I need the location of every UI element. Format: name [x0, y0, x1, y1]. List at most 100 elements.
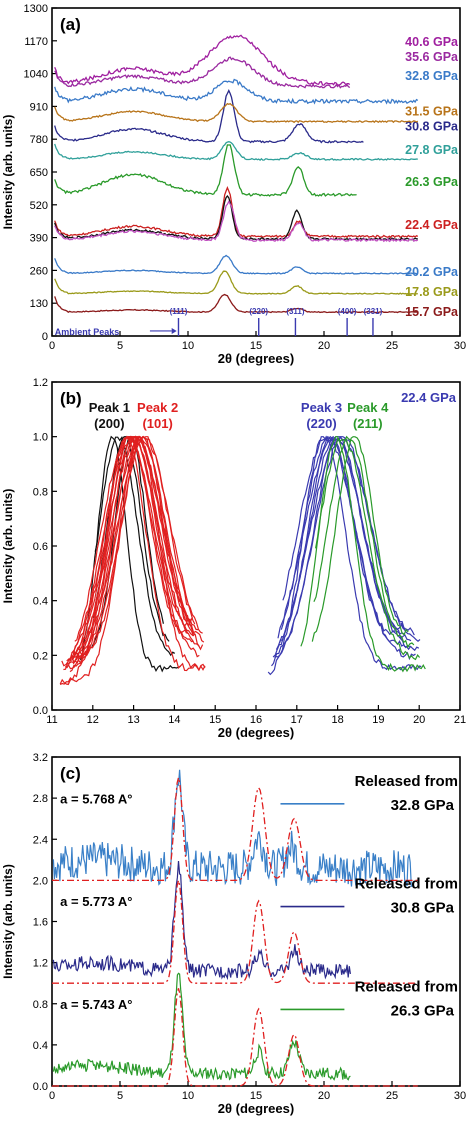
series-line: [54, 144, 357, 197]
y-tick-label: 390: [30, 233, 48, 245]
peak-name-label: Peak 2: [137, 400, 178, 415]
x-tick-label: 20: [413, 714, 425, 726]
y-tick-label: 0.2: [33, 650, 48, 662]
ambient-peak-label: (220): [249, 307, 268, 316]
panel-c: 0 5 10 15 20 25 30 0.0 0.4 0.8 1.2 1.6 2.0 2.4 2.8 3.2 2…: [1, 752, 466, 1116]
y-tick-label: 0: [42, 331, 48, 343]
y-axis-label: Intensity (arb. units): [1, 115, 15, 230]
x-tick-label: 15: [250, 340, 262, 352]
series-line: [52, 972, 351, 1081]
series-line: [54, 56, 351, 89]
x-tick-label: 17: [291, 714, 303, 726]
lattice-label: a = 5.768 A°: [60, 791, 132, 806]
y-tick-label: 260: [30, 265, 48, 277]
peak-profile-line: [311, 436, 409, 642]
y-tick-label: 910: [30, 101, 48, 113]
x-tick-label: 13: [127, 714, 139, 726]
x-tick-label: 11: [46, 714, 57, 726]
lattice-label: a = 5.773 A°: [60, 894, 132, 909]
y-tick-label: 0.8: [33, 999, 48, 1011]
x-tick-label: 5: [117, 1090, 123, 1102]
series-line: [54, 194, 418, 241]
legend-series-label: 26.3 GPa: [391, 1002, 455, 1019]
peak-hkl-label: (211): [353, 416, 383, 431]
y-tick-label: 2.0: [33, 875, 48, 887]
y-tick-label: 0.4: [33, 596, 48, 608]
peak-profile-line: [271, 436, 415, 667]
x-tick-label: 18: [331, 714, 343, 726]
lattice-label: a = 5.743 A°: [60, 997, 132, 1012]
series-label: 15.7 GPa: [405, 305, 459, 319]
series-line: [54, 34, 351, 86]
series-label: 20.2 GPa: [405, 265, 459, 279]
peak-profile-line: [69, 435, 203, 673]
series-label: 40.6 GPa: [405, 35, 459, 49]
y-tick-label: 3.2: [33, 752, 48, 764]
ambient-peak-label: (400): [338, 307, 357, 316]
peak-profile-line: [280, 435, 411, 649]
series-label: 27.8 GPa: [405, 143, 459, 157]
ambient-peaks-arrowhead: [171, 327, 177, 334]
peak-profile-line: [94, 435, 176, 657]
legend-series-label: 30.8 GPa: [391, 900, 455, 917]
peak-hkl-label: (220): [306, 416, 336, 431]
panel-b: 11 12 13 14 15 16 17 18 19 20 21 0.0 0.2 0.4 0.6 0.8 1.0…: [1, 377, 466, 740]
y-tick-label: 0.0: [33, 1081, 48, 1093]
y-axis-label: Intensity (arb. units): [1, 864, 15, 979]
series-label: 32.8 GPa: [405, 69, 459, 83]
series-line: [54, 78, 419, 105]
peak-profile-line: [313, 435, 415, 649]
peak-profile-line: [277, 435, 420, 652]
series-label: 31.5 GPa: [405, 104, 459, 118]
x-tick-label: 12: [87, 714, 99, 726]
peak-profile-line: [315, 436, 421, 661]
x-tick-label: 10: [182, 1090, 194, 1102]
y-axis-label: Intensity (arb. units): [1, 489, 15, 604]
peak-profile-line: [300, 436, 426, 673]
ambient-peak-label: (311): [286, 307, 305, 316]
x-tick-label: 20: [318, 340, 330, 352]
ambient-peak-label: (331): [364, 307, 383, 316]
y-tick-label: 1.0: [33, 432, 48, 444]
x-tick-label: 30: [454, 340, 466, 352]
peak-name-label: Peak 4: [347, 400, 389, 415]
peak-hkl-label: (101): [142, 416, 172, 431]
x-tick-label: 21: [454, 714, 466, 726]
y-tick-label: 1.2: [33, 958, 48, 970]
ambient-peak-label: (111): [170, 307, 188, 316]
peak-profile-line: [72, 436, 194, 656]
peak-name-label: Peak 3: [301, 400, 342, 415]
y-tick-label: 0.8: [33, 486, 48, 498]
x-tick-label: 25: [386, 1090, 398, 1102]
y-tick-label: 1170: [24, 36, 48, 48]
y-tick-label: 0.0: [33, 705, 48, 717]
peak-profile-line: [282, 435, 416, 661]
panel-label: (b): [60, 389, 82, 408]
series-line: [54, 102, 419, 124]
series-label: 30.8 GPa: [405, 120, 459, 134]
peak-profile-line: [67, 436, 196, 670]
x-tick-label: 0: [49, 340, 55, 352]
peak-profile-line: [61, 435, 193, 667]
panel-a: 0 5 10 15 20 25 30 0 130 260 390 520 650 780 910 1040 11…: [1, 3, 466, 366]
x-tick-label: 5: [117, 340, 123, 352]
pressure-label: 22.4 GPa: [401, 390, 457, 405]
series-line: [52, 769, 413, 888]
reference-line: [52, 988, 418, 1087]
series-label: 35.6 GPa: [405, 50, 459, 64]
legend-prefix: Released from: [355, 773, 458, 790]
x-tick-label: 16: [250, 714, 262, 726]
y-tick-label: 780: [30, 134, 48, 146]
y-tick-label: 0.6: [33, 541, 48, 553]
x-axis-label: 2θ (degrees): [218, 1101, 294, 1116]
series-line: [54, 88, 364, 144]
series-label: 22.4 GPa: [405, 218, 459, 232]
peak-profile-line: [267, 436, 422, 676]
x-tick-label: 0: [49, 1090, 55, 1102]
x-tick-label: 15: [209, 714, 221, 726]
x-tick-label: 25: [386, 340, 398, 352]
y-tick-label: 1300: [24, 3, 48, 15]
y-tick-label: 2.4: [33, 834, 48, 846]
y-tick-label: 1040: [24, 69, 48, 81]
